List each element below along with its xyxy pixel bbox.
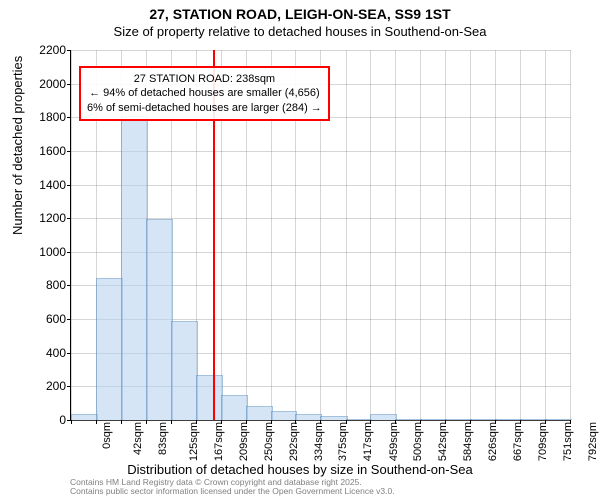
chart-container: 27, STATION ROAD, LEIGH-ON-SEA, SS9 1ST … [0,0,600,500]
gridline-v [570,50,571,420]
histogram-bar [346,419,373,421]
xtick-label: 125sqm [188,422,200,461]
xtick-label: 417sqm [363,422,375,461]
gridline-v [520,50,521,420]
histogram-bar [395,419,422,420]
x-axis-label: Distribution of detached houses by size … [0,462,600,477]
histogram-bar [96,278,123,420]
ytick-label: 0 [26,413,66,427]
ytick-label: 2200 [26,43,66,57]
xtick-label: 626sqm [488,422,500,461]
histogram-bar [221,395,248,420]
histogram-bar [545,419,572,420]
ytick-label: 1200 [26,211,66,225]
histogram-bar [171,321,198,420]
ytick-label: 800 [26,278,66,292]
gridline-v [445,50,446,420]
footer-attribution: Contains HM Land Registry data © Crown c… [70,478,395,497]
gridline-v [395,50,396,420]
xtick-label: 459sqm [388,422,400,461]
histogram-bar [295,414,322,420]
histogram-bar [495,419,522,420]
xtick-label: 709sqm [537,422,549,461]
xtick-label: 792sqm [587,422,599,461]
xtick-label: 42sqm [132,422,144,455]
gridline-v [71,50,72,420]
annotation-line: 27 STATION ROAD: 238sqm [87,72,322,86]
footer-line2: Contains public sector information licen… [70,487,395,496]
xtick-mark [71,420,72,424]
histogram-bar [370,414,397,420]
xtick-label: 83sqm [157,422,169,455]
xtick-label: 584sqm [462,422,474,461]
xtick-mark [121,420,122,424]
xtick-mark [146,420,147,424]
histogram-bar [71,414,98,420]
histogram-bar [121,116,148,420]
xtick-label: 0sqm [101,422,113,449]
gridline-v [495,50,496,420]
histogram-bar [520,419,547,420]
xtick-label: 167sqm [213,422,225,461]
ytick-label: 1600 [26,144,66,158]
xtick-label: 292sqm [288,422,300,461]
histogram-bar [320,416,347,420]
annotation-line: 6% of semi-detached houses are larger (2… [87,101,322,115]
histogram-bar [420,419,447,420]
gridline-v [420,50,421,420]
xtick-label: 542sqm [437,422,449,461]
histogram-bar [246,406,273,420]
gridline-v [545,50,546,420]
gridline-v [346,50,347,420]
histogram-bar [146,219,173,420]
xtick-mark [96,420,97,424]
ytick-label: 2000 [26,77,66,91]
ytick-label: 1000 [26,245,66,259]
histogram-bar [271,411,298,420]
xtick-mark [171,420,172,424]
chart-title-line2: Size of property relative to detached ho… [0,24,600,39]
annotation-line: ← 94% of detached houses are smaller (4,… [87,86,322,100]
ytick-label: 1800 [26,110,66,124]
xtick-label: 375sqm [337,422,349,461]
xtick-label: 500sqm [412,422,424,461]
y-axis-label: Number of detached properties [10,56,25,235]
ytick-label: 600 [26,312,66,326]
histogram-bar [470,419,497,420]
xtick-label: 667sqm [512,422,524,461]
gridline-v [370,50,371,420]
histogram-bar [445,419,472,420]
histogram-bar [196,375,223,420]
gridline-v [470,50,471,420]
ytick-label: 400 [26,346,66,360]
xtick-label: 334sqm [313,422,325,461]
xtick-label: 250sqm [263,422,275,461]
xtick-label: 209sqm [238,422,250,461]
ytick-label: 1400 [26,178,66,192]
xtick-label: 751sqm [562,422,574,461]
plot-area: 27 STATION ROAD: 238sqm← 94% of detached… [70,50,571,421]
ytick-label: 200 [26,379,66,393]
chart-title-line1: 27, STATION ROAD, LEIGH-ON-SEA, SS9 1ST [0,6,600,22]
annotation-box: 27 STATION ROAD: 238sqm← 94% of detached… [79,66,330,121]
